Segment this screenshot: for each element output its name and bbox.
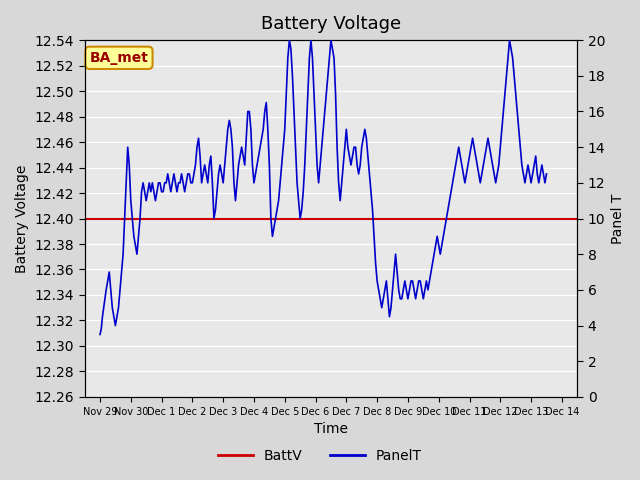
Text: BA_met: BA_met xyxy=(90,51,148,65)
X-axis label: Time: Time xyxy=(314,422,348,436)
Title: Battery Voltage: Battery Voltage xyxy=(261,15,401,33)
Y-axis label: Battery Voltage: Battery Voltage xyxy=(15,164,29,273)
Legend: BattV, PanelT: BattV, PanelT xyxy=(212,443,428,468)
Y-axis label: Panel T: Panel T xyxy=(611,193,625,244)
